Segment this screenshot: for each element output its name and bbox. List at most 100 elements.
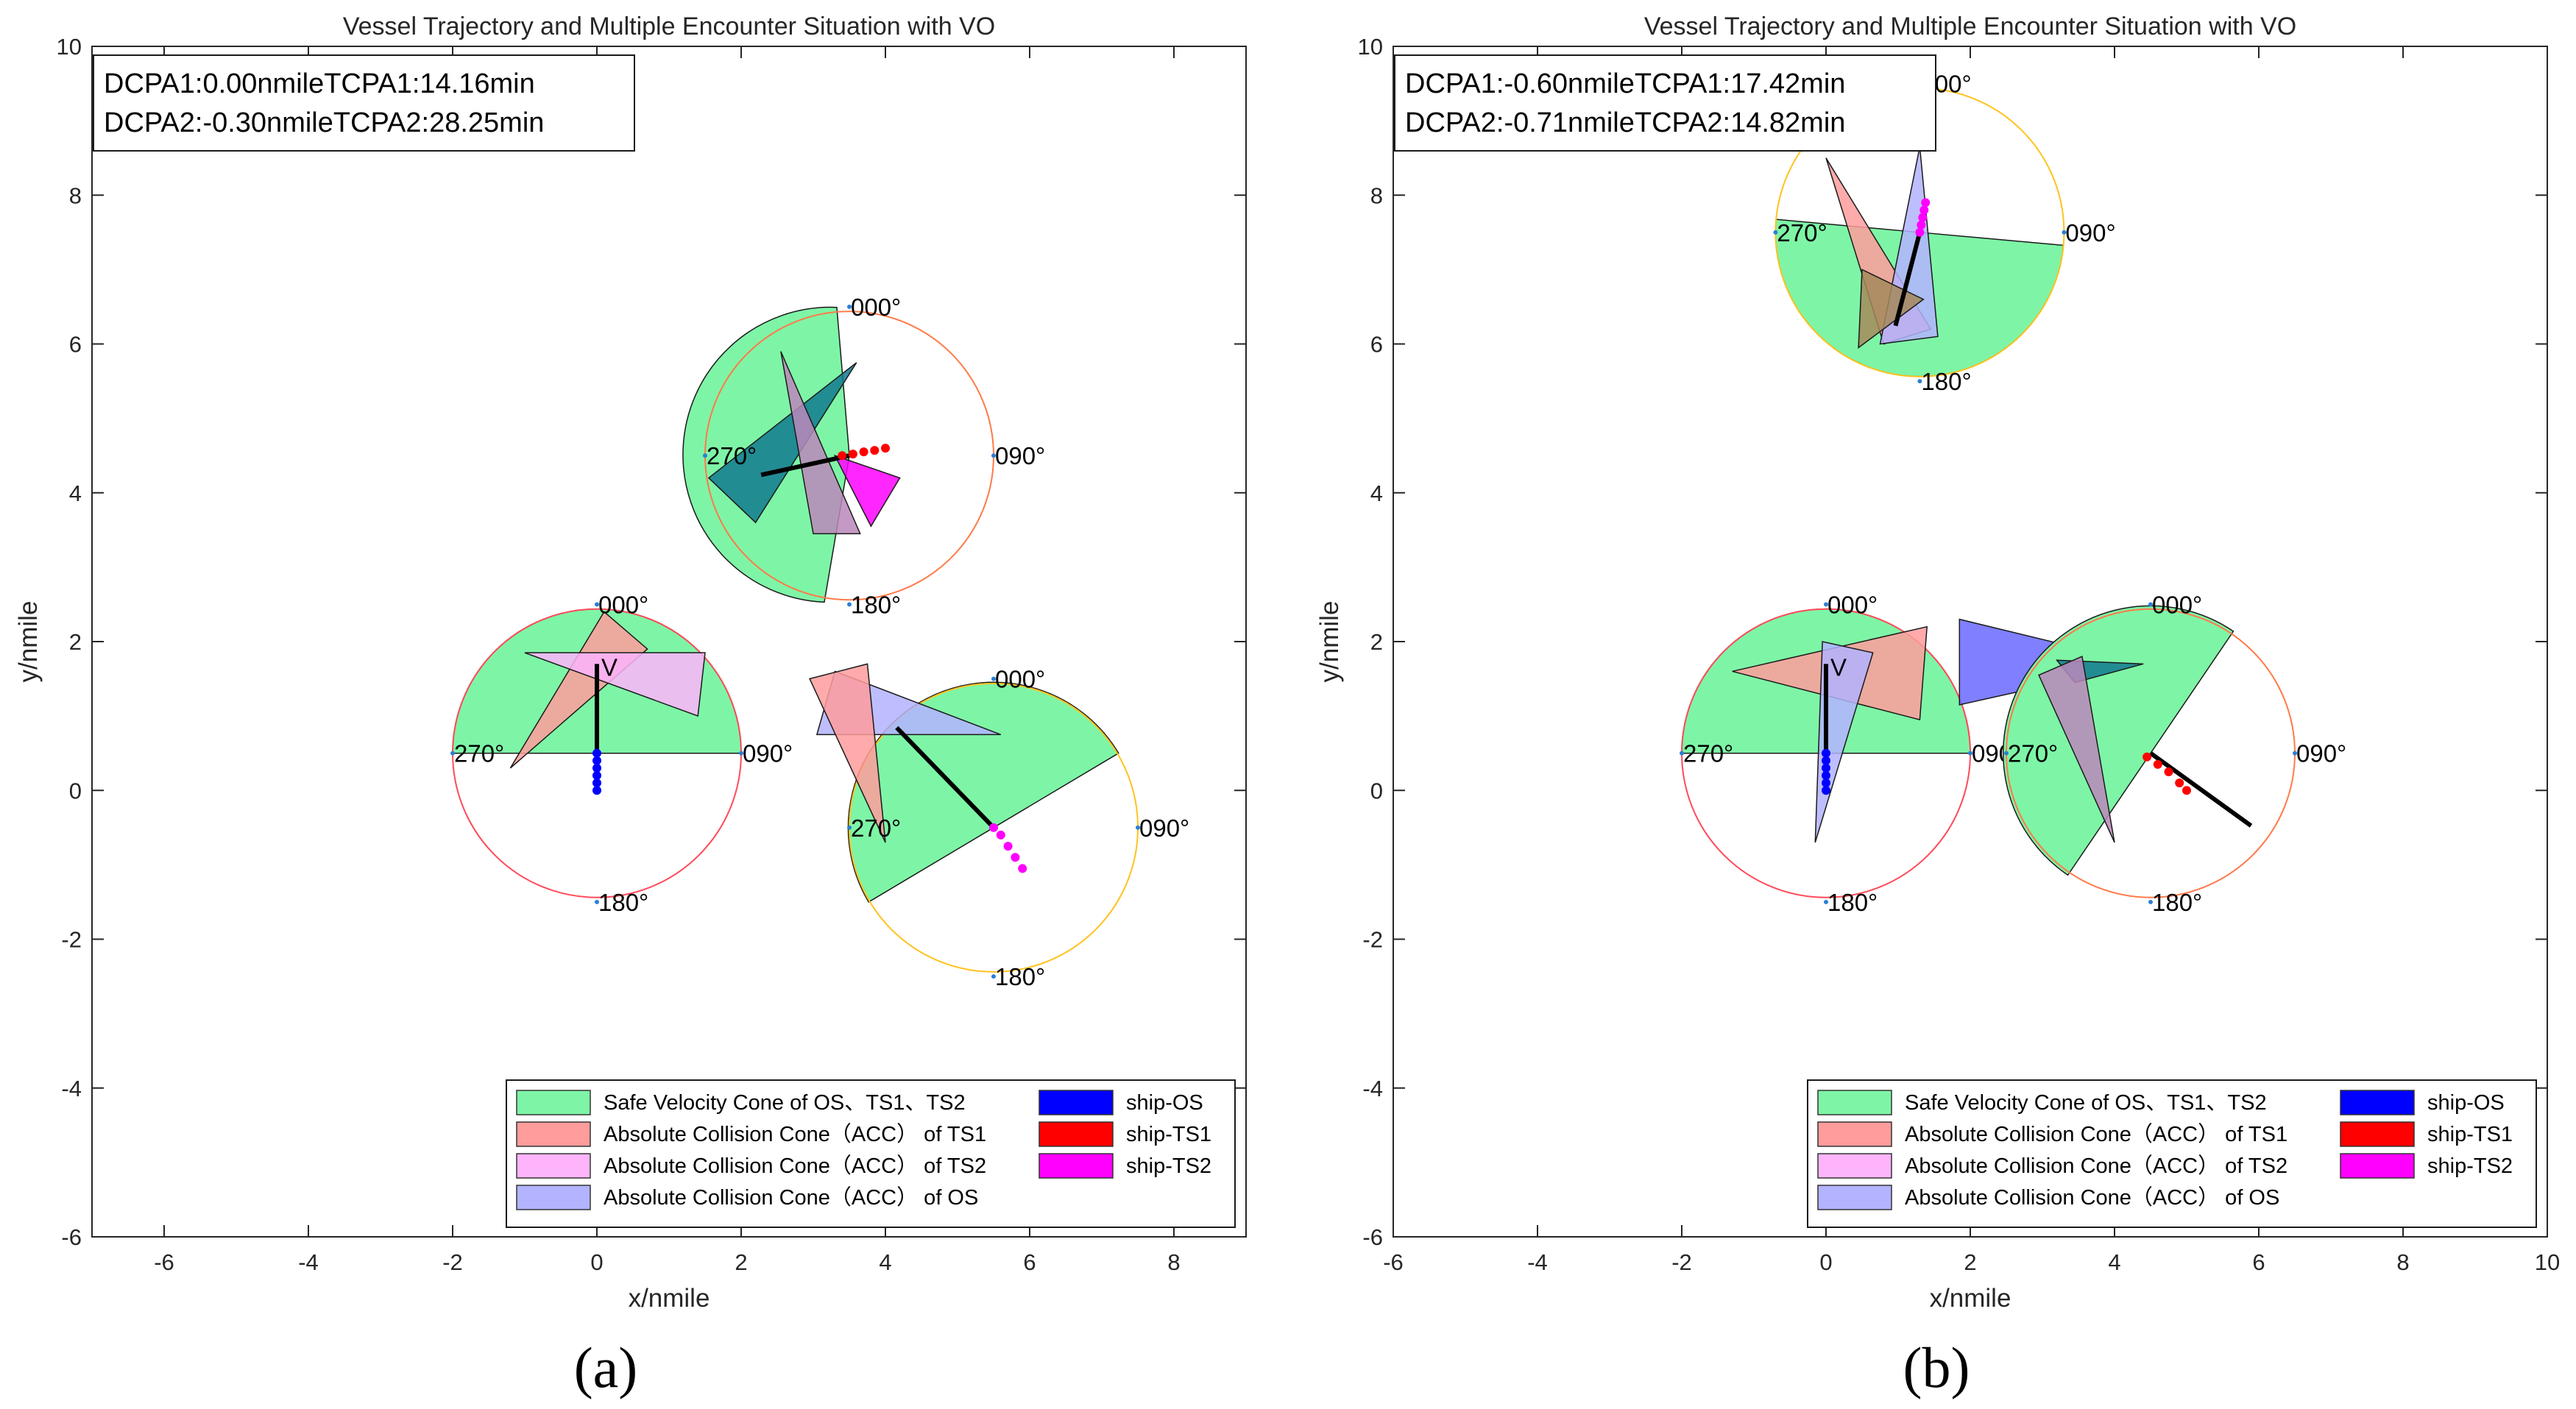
collision-cone bbox=[833, 454, 901, 528]
bearing-marker bbox=[739, 750, 743, 756]
collision-cone bbox=[2038, 656, 2115, 843]
legend-label: Absolute Collision Cone（ACC） of TS2 bbox=[604, 1154, 986, 1178]
trajectory-point bbox=[881, 444, 890, 453]
trajectory-point bbox=[870, 446, 880, 455]
bearing-marker bbox=[847, 304, 852, 309]
trajectory-point bbox=[1917, 220, 1926, 230]
y-tick-label: 8 bbox=[1370, 182, 1383, 208]
chart-panel-a: -6 -4 -2 0 2 4 6 8 -6 -4 -2 0 2 4 6 8 10 Vessel Trajector… bbox=[14, 13, 1247, 1313]
bearing-label: 090° bbox=[743, 740, 793, 767]
trajectory-point bbox=[2182, 786, 2191, 795]
legend-swatch bbox=[1817, 1121, 1892, 1147]
y-tick-label: -4 bbox=[61, 1076, 82, 1101]
x-axis-label: x/nmile bbox=[629, 1284, 710, 1313]
x-tick-label: 0 bbox=[590, 1249, 603, 1275]
panel-label: (a) bbox=[574, 1335, 638, 1399]
bearing-label: 090° bbox=[2065, 219, 2115, 246]
legend-swatch bbox=[2340, 1121, 2415, 1147]
bearing-label: 000° bbox=[598, 591, 648, 618]
trajectory-point bbox=[592, 748, 601, 758]
legend-swatch bbox=[1817, 1153, 1892, 1179]
trajectory-point bbox=[1822, 763, 1830, 773]
x-tick-label: -2 bbox=[442, 1249, 463, 1275]
legend-swatch bbox=[516, 1090, 591, 1115]
trajectory-point bbox=[1822, 778, 1830, 788]
y-tick-label: -6 bbox=[1362, 1224, 1383, 1250]
y-tick-label: 6 bbox=[69, 332, 82, 358]
x-tick-label: 6 bbox=[1023, 1249, 1036, 1275]
y-tick-label: 4 bbox=[69, 480, 82, 506]
legend: Safe Velocity Cone of OS、TS1、TS2 Absolute… bbox=[1807, 1079, 2537, 1228]
trajectory-point bbox=[1921, 198, 1931, 207]
x-tick-label: -6 bbox=[1383, 1249, 1404, 1275]
bearing-label: 180° bbox=[598, 889, 648, 916]
legend-label: Absolute Collision Cone（ACC） of OS bbox=[604, 1186, 978, 1210]
bearing-marker bbox=[703, 453, 707, 458]
legend-label: ship-TS2 bbox=[2427, 1154, 2513, 1178]
bearing-marker bbox=[595, 899, 599, 904]
y-axis-label: y/nmile bbox=[14, 601, 43, 683]
x-tick-label: 10 bbox=[2535, 1249, 2560, 1275]
plot-content: 000°090°180°270°V000°090°180°270°000°090… bbox=[450, 294, 1189, 990]
bearing-marker bbox=[2004, 750, 2009, 756]
legend-label: Safe Velocity Cone of OS、TS1、TS2 bbox=[604, 1091, 966, 1115]
trajectory-point bbox=[1915, 227, 1925, 237]
trajectory-point bbox=[859, 447, 868, 457]
y-tick-label: 0 bbox=[1370, 778, 1383, 803]
x-tick-label: 2 bbox=[735, 1249, 747, 1275]
chart-title: Vessel Trajectory and Multiple Encounter… bbox=[343, 13, 995, 40]
bearing-label: 270° bbox=[1777, 219, 1827, 246]
legend-label: ship-OS bbox=[1126, 1091, 1203, 1115]
trajectory-point bbox=[592, 763, 601, 773]
safe-velocity-cone bbox=[847, 681, 1119, 903]
bearing-label: 270° bbox=[2008, 740, 2058, 767]
trajectory-point bbox=[1822, 786, 1830, 795]
trajectory-point bbox=[1011, 853, 1020, 862]
bearing-label: 000° bbox=[851, 294, 901, 321]
bearing-marker bbox=[2148, 899, 2153, 904]
legend-label: ship-OS bbox=[2427, 1091, 2505, 1115]
trajectory-point bbox=[1918, 213, 1928, 222]
chart-panel-b: -6 -4 -2 0 2 4 6 8 10 -6 -4 -2 0 2 4 6 8 10 Vessel Traject… bbox=[1315, 13, 2560, 1313]
trajectory-point bbox=[1919, 205, 1929, 215]
bearing-marker bbox=[2293, 750, 2297, 756]
legend-label: ship-TS1 bbox=[2427, 1123, 2513, 1146]
trajectory-point bbox=[592, 756, 601, 765]
trajectory-point bbox=[989, 823, 998, 832]
velocity-vector bbox=[760, 453, 850, 478]
velocity-label: V bbox=[601, 653, 618, 681]
bearing-label: 270° bbox=[1683, 740, 1733, 767]
x-tick-label: 0 bbox=[1819, 1249, 1832, 1275]
trajectory-point bbox=[2142, 752, 2152, 762]
bearing-marker bbox=[595, 602, 599, 607]
collision-cone bbox=[1858, 269, 1925, 349]
y-tick-label: 6 bbox=[1370, 332, 1383, 358]
ship-group-ship-os: 000°090°180°270°V bbox=[1680, 591, 2144, 916]
collision-cone bbox=[780, 351, 861, 535]
ship-group-ship-os: 000° 090° 180° 270° V bbox=[450, 591, 793, 916]
bearing-marker bbox=[1824, 602, 1828, 607]
legend-label: ship-TS1 bbox=[1126, 1123, 1211, 1146]
legend-swatch bbox=[516, 1153, 591, 1179]
dcpa-tcpa-line: DCPA2:-0.71nmileTCPA2:14.82min bbox=[1405, 107, 1845, 138]
ship-group-ship-ts2: 000°090°180°270° bbox=[809, 663, 1189, 990]
legend-label: Absolute Collision Cone（ACC） of TS2 bbox=[1905, 1154, 2287, 1178]
trajectory-point bbox=[838, 451, 847, 461]
collision-cone bbox=[524, 652, 706, 717]
x-tick-label: -4 bbox=[298, 1249, 319, 1275]
trajectory-point bbox=[1822, 756, 1830, 765]
trajectory-point bbox=[1822, 748, 1830, 758]
legend: Safe Velocity Cone of OS、TS1、TS2 Absolute… bbox=[506, 1079, 1236, 1228]
legend-swatch bbox=[516, 1185, 591, 1210]
bearing-marker bbox=[1824, 899, 1828, 904]
x-tick-label: 6 bbox=[2252, 1249, 2265, 1275]
bearing-marker bbox=[847, 602, 852, 607]
velocity-vector bbox=[2149, 751, 2253, 828]
bearing-label: 270° bbox=[454, 740, 504, 767]
plot-content: 000°090°180°270°V000°090°180°270°000°090… bbox=[1680, 71, 2346, 916]
y-tick-label: -2 bbox=[61, 927, 82, 953]
velocity-label: V bbox=[1830, 653, 1847, 681]
trajectory-point bbox=[592, 771, 601, 781]
ship-group-ship-ts2: 000°090°180°270° bbox=[1773, 71, 2116, 395]
